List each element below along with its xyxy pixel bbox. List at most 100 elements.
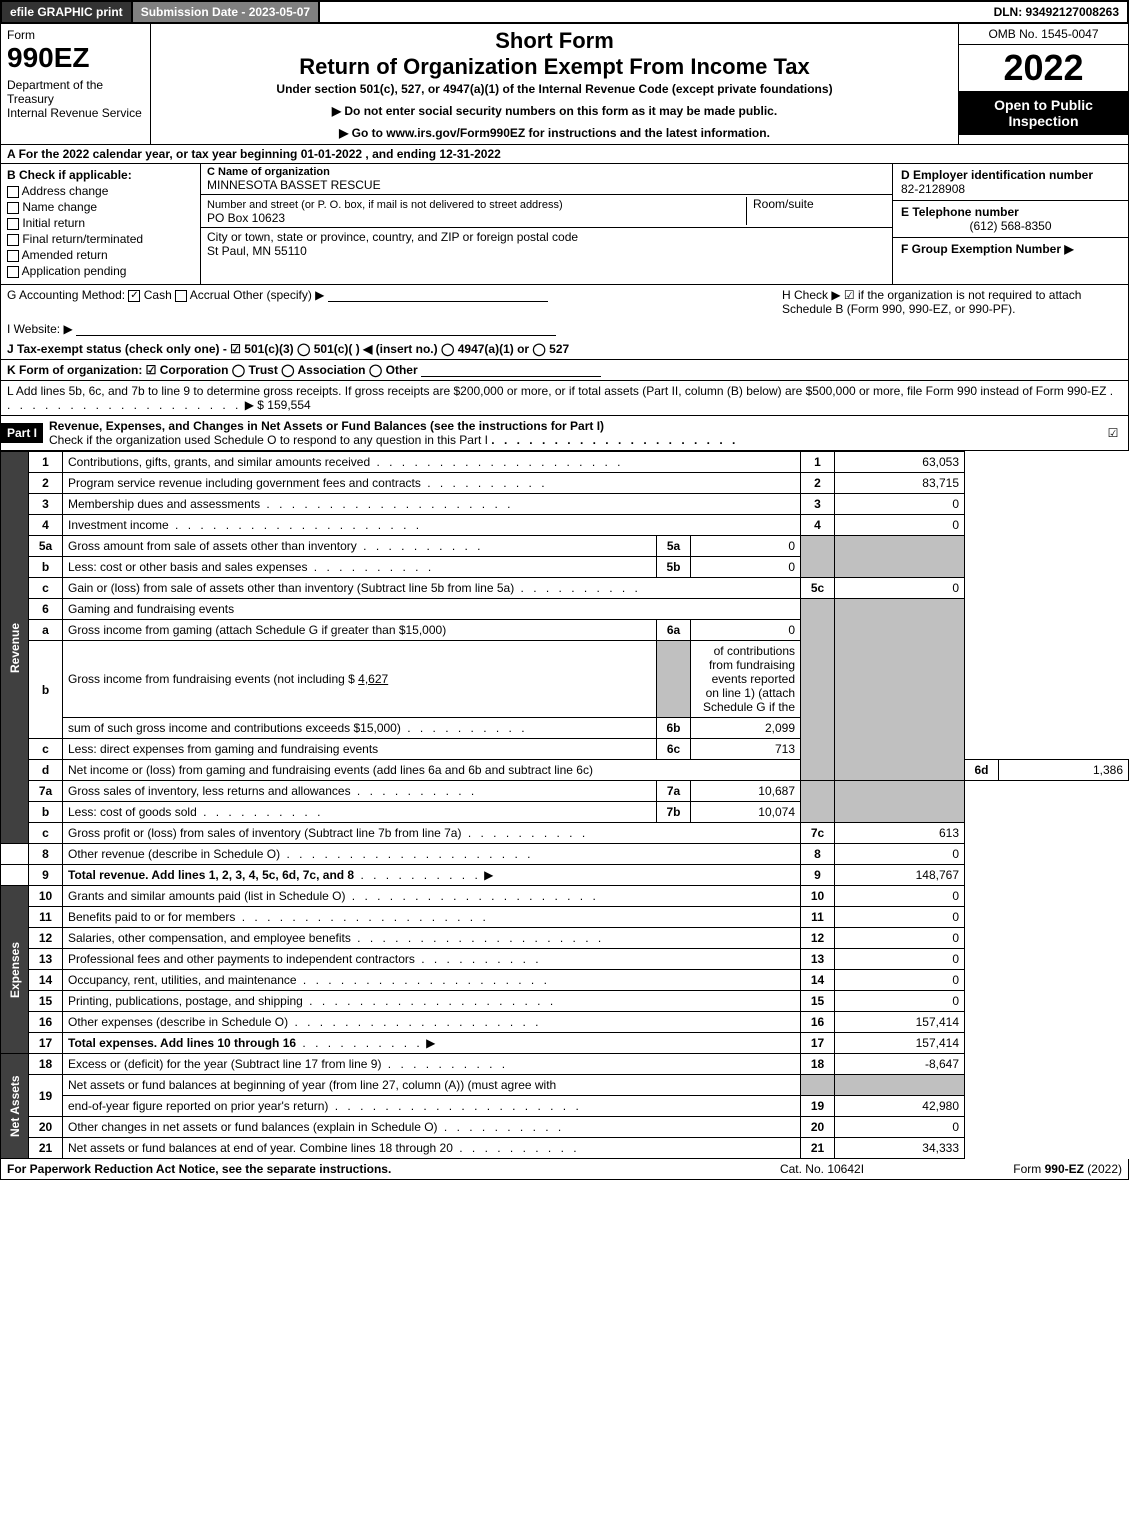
efile-label[interactable]: efile GRAPHIC print [2,2,133,22]
line-2: 2Program service revenue including gover… [1,473,1129,494]
other-specify-input[interactable] [328,290,548,302]
accrual-checkbox[interactable] [175,290,187,302]
v: 0 [835,907,965,928]
line-15: 15Printing, publications, postage, and s… [1,991,1129,1012]
nr: 18 [801,1054,835,1075]
check-initial-return[interactable]: Initial return [7,216,194,230]
sn: 7a [657,781,691,802]
part1-checkbox[interactable]: ☑ [1098,426,1128,440]
nr: 1 [801,452,835,473]
dots [491,433,738,447]
t: Total expenses. Add lines 10 through 16 [68,1036,296,1050]
line-11: 11Benefits paid to or for members110 [1,907,1129,928]
v: -8,647 [835,1054,965,1075]
top-bar: efile GRAPHIC print Submission Date - 20… [0,0,1129,24]
line-8: 8Other revenue (describe in Schedule O) … [1,844,1129,865]
check-application-pending[interactable]: Application pending [7,264,194,278]
nr: 6d [965,760,999,781]
footer-center: Cat. No. 10642I [722,1162,922,1176]
nr: 19 [801,1096,835,1117]
line-17: 17 Total expenses. Add lines 10 through 1… [1,1033,1129,1054]
check-amended-return[interactable]: Amended return [7,248,194,262]
g-label: G Accounting Method: [7,288,125,302]
org-city: St Paul, MN 55110 [207,244,307,258]
b3: Final return/terminated [22,232,143,246]
org-name: MINNESOTA BASSET RESCUE [207,178,886,192]
nr: 8 [801,844,835,865]
t: Other changes in net assets or fund bala… [68,1120,438,1134]
sv: 2,099 [691,718,801,739]
line-1: Revenue 1 Contributions, gifts, grants, … [1,452,1129,473]
v: 0 [835,578,965,599]
line-16: 16Other expenses (describe in Schedule O… [1,1012,1129,1033]
phone-cell: E Telephone number (612) 568-8350 [893,201,1128,238]
form-title: Return of Organization Exempt From Incom… [157,54,952,80]
header-right: OMB No. 1545-0047 2022 Open to Public In… [958,24,1128,144]
nr: 7c [801,823,835,844]
short-form-label: Short Form [157,28,952,54]
row-a-text: For the 2022 calendar year, or tax year … [19,147,501,161]
t: Less: direct expenses from gaming and fu… [68,742,378,756]
website-input[interactable] [76,324,556,336]
col-de: D Employer identification number 82-2128… [893,164,1128,284]
header-left: Form 990EZ Department of the Treasury In… [1,24,151,144]
l-text: L Add lines 5b, 6c, and 7b to line 9 to … [7,384,1106,398]
entity-section: B Check if applicable: Address change Na… [0,164,1129,285]
line-7a: 7a Gross sales of inventory, less returns… [1,781,1129,802]
line-18: Net Assets 18Excess or (deficit) for the… [1,1054,1129,1075]
d [370,455,623,469]
line-7c: cGross profit or (loss) from sales of in… [1,823,1129,844]
amt: 4,627 [358,672,388,686]
nr: 4 [801,515,835,536]
part1-table: Revenue 1 Contributions, gifts, grants, … [0,451,1129,1159]
line-14: 14Occupancy, rent, utilities, and mainte… [1,970,1129,991]
row-a-label: A [7,147,15,161]
city-label: City or town, state or province, country… [207,230,578,244]
sv: 713 [691,739,801,760]
check-address-change[interactable]: Address change [7,184,194,198]
g-accounting: G Accounting Method: ✓ Cash Accrual Othe… [7,288,782,316]
org-address: PO Box 10623 [207,211,285,225]
t: Gross sales of inventory, less returns a… [68,784,351,798]
t: Program service revenue including govern… [68,476,421,490]
j-text: J Tax-exempt status (check only one) - ☑… [7,342,569,356]
addr-cell: Number and street (or P. O. box, if mail… [201,195,892,228]
v: 34,333 [835,1138,965,1159]
instructions-link[interactable]: ▶ Go to www.irs.gov/Form990EZ for instru… [157,126,952,140]
b1: Name change [22,200,97,214]
nr: 17 [801,1033,835,1054]
instructions-link-text: ▶ Go to www.irs.gov/Form990EZ for instru… [339,126,770,140]
city-cell: City or town, state or province, country… [201,228,892,260]
line-5c: cGain or (loss) from sale of assets othe… [1,578,1129,599]
t1: Gross income from fundraising events (no… [68,672,355,686]
t: Gain or (loss) from sale of assets other… [68,581,514,595]
phone-value: (612) 568-8350 [901,219,1120,233]
ssn-warning: ▶ Do not enter social security numbers o… [157,104,952,118]
t: Gaming and fundraising events [63,599,801,620]
part1-title-row: Part I Revenue, Expenses, and Changes in… [0,416,1129,451]
line-10: Expenses 10Grants and similar amounts pa… [1,886,1129,907]
t: Occupancy, rent, utilities, and maintena… [68,973,297,987]
nr: 5c [801,578,835,599]
col-b: B Check if applicable: Address change Na… [1,164,201,284]
t: Less: cost or other basis and sales expe… [68,560,307,574]
b2: Initial return [22,216,85,230]
k-other-input[interactable] [421,365,601,377]
v: 0 [835,949,965,970]
v: 613 [835,823,965,844]
v: 157,414 [835,1033,965,1054]
form-subtitle: Under section 501(c), 527, or 4947(a)(1)… [157,82,952,96]
ein-value: 82-2128908 [901,182,1120,196]
department: Department of the Treasury Internal Reve… [7,78,144,120]
sv: 10,687 [691,781,801,802]
t: end-of-year figure reported on prior yea… [68,1099,328,1113]
sn: 6a [657,620,691,641]
cash-checkbox[interactable]: ✓ [128,290,140,302]
check-final-return[interactable]: Final return/terminated [7,232,194,246]
check-name-change[interactable]: Name change [7,200,194,214]
t: Gross income from gaming (attach Schedul… [68,623,446,637]
accrual-label: Accrual [190,288,230,302]
t: Net income or (loss) from gaming and fun… [68,763,593,777]
nr: 13 [801,949,835,970]
page-footer: For Paperwork Reduction Act Notice, see … [0,1159,1129,1180]
